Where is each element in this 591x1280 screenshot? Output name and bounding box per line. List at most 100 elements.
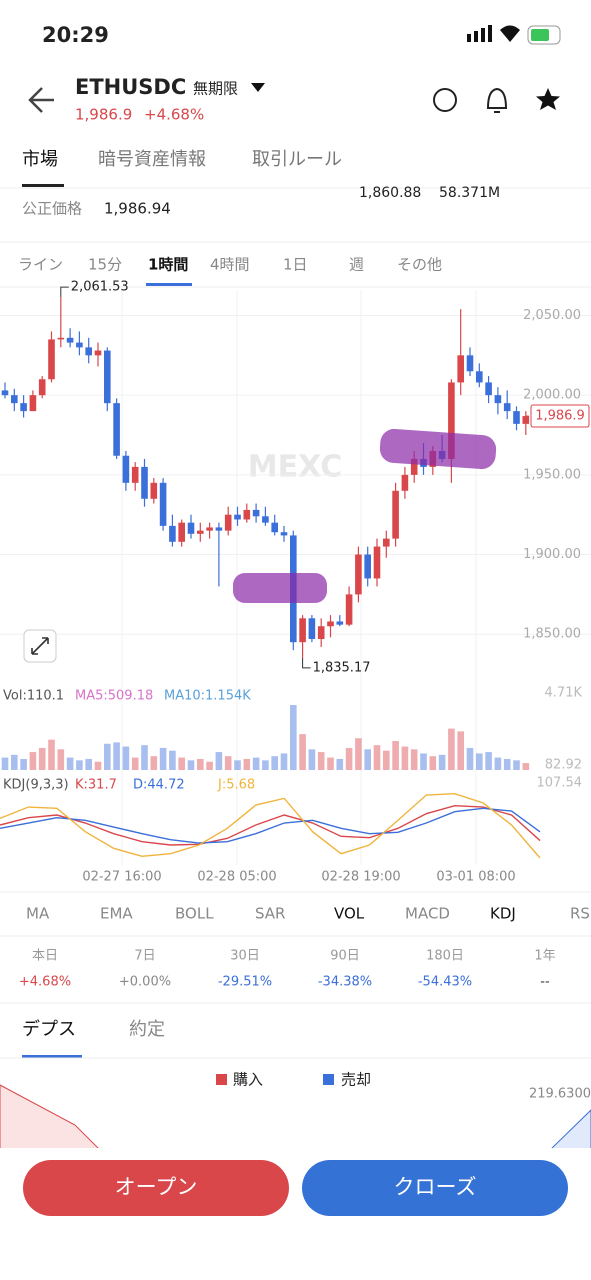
volume-bar (122, 746, 130, 770)
volume-bar (522, 763, 530, 770)
volume-bar (57, 749, 65, 770)
candle-body (448, 382, 455, 459)
timeframe[interactable]: 週 (349, 256, 364, 274)
volume-bar (327, 757, 334, 770)
candle-body (457, 355, 464, 383)
period-change: +4.68% (19, 975, 71, 990)
volume-bar (243, 758, 251, 770)
volume-bar (280, 753, 288, 770)
indicator-tab[interactable]: KDJ (490, 905, 516, 923)
volume-bar (271, 756, 278, 770)
indicator-tab[interactable]: BOLL (175, 905, 214, 923)
time: 20:29 (42, 23, 109, 47)
depth-tab[interactable]: 約定 (129, 1019, 165, 1040)
low-stat: 1,860.88 (359, 185, 421, 201)
candle-body (159, 482, 167, 526)
kdj-line (0, 792, 541, 859)
kdj-legend: K:31.7 (75, 778, 117, 793)
indicator-tab[interactable]: VOL (334, 905, 365, 923)
fair-price: 1,986.94 (104, 200, 171, 218)
close-button-label[interactable]: クローズ (394, 1175, 477, 1199)
candle-body (522, 416, 530, 424)
period-label: 1年 (534, 949, 555, 964)
volume-bar (448, 728, 455, 770)
back-button[interactable] (28, 87, 54, 113)
volume-bar (373, 745, 381, 770)
candle-body (1, 390, 9, 396)
candle-body (169, 525, 176, 542)
price: 1,986.9 (75, 106, 132, 124)
period-label: 7日 (134, 949, 155, 964)
close-button[interactable] (302, 1160, 568, 1216)
volume-bar (215, 752, 223, 770)
candle-body (66, 337, 74, 343)
volume-bar (262, 760, 269, 770)
candle-body (187, 522, 195, 534)
volume-bar (20, 758, 27, 770)
timeframe[interactable]: 1時間 (148, 256, 188, 274)
candle-body (48, 339, 55, 380)
kdj-line (0, 804, 541, 846)
indicator-tab[interactable]: SAR (255, 905, 285, 923)
indicator-tab[interactable]: MA (26, 905, 50, 923)
candle-body (466, 355, 474, 372)
indicator-tab[interactable]: MACD (405, 905, 450, 923)
timeframe[interactable]: 15分 (88, 256, 122, 274)
timeframe[interactable]: その他 (397, 256, 442, 274)
kdj-legend: D:44.72 (133, 778, 185, 793)
star-icon[interactable] (536, 88, 560, 110)
highlight-mark (233, 573, 327, 603)
timeframe[interactable]: 1日 (283, 256, 308, 274)
candle-body (485, 382, 492, 396)
tab[interactable]: 暗号資産情報 (98, 149, 206, 170)
timeframe[interactable]: 4時間 (210, 256, 250, 274)
share-icon[interactable] (433, 88, 457, 112)
y-tick-label: 2,050.00 (523, 308, 581, 323)
volume-bar (150, 756, 158, 770)
candle-body (57, 337, 65, 340)
indicator-tab[interactable]: RS (570, 905, 590, 923)
volume-bar (159, 747, 167, 770)
high-pointer (60, 286, 69, 298)
tab[interactable]: 市場 (22, 149, 58, 170)
last-price-tag (530, 404, 590, 428)
volume-bar (29, 752, 37, 770)
tab[interactable]: 取引ルール (252, 149, 342, 170)
candle-body (122, 455, 130, 483)
candle-body (383, 538, 390, 547)
x-tick-label: 02-28 05:00 (197, 870, 276, 885)
period-label: 90日 (330, 949, 360, 964)
candle-body (271, 522, 278, 533)
volume-bar (178, 757, 185, 770)
indicator-tab[interactable]: EMA (100, 905, 133, 923)
y-tick-label: 1,850.00 (523, 627, 581, 642)
candle-body (113, 403, 120, 456)
volume-bar (290, 705, 297, 770)
depth-sell-area (548, 1109, 591, 1151)
volume-bar (438, 754, 446, 770)
fair-price-label: 公正価格 (22, 200, 82, 218)
candle-body (29, 395, 37, 412)
contract-type[interactable]: 無期限 (193, 80, 238, 98)
volume-bar (113, 742, 120, 770)
candle-body (104, 350, 111, 404)
candle-body (76, 342, 83, 348)
volume-bar (503, 758, 511, 770)
symbol[interactable]: ETHUSDC (75, 75, 186, 99)
dropdown-arrow[interactable] (251, 83, 265, 92)
x-tick-label: 03-01 08:00 (436, 870, 515, 885)
bell-icon[interactable] (486, 87, 508, 113)
candle-body (513, 411, 520, 424)
timeframe[interactable]: ライン (18, 256, 63, 274)
depth-tab[interactable]: デプス (22, 1019, 76, 1040)
open-button-label[interactable]: オープン (115, 1175, 198, 1199)
low-label: 1,835.17 (313, 660, 371, 675)
period-label: 30日 (230, 949, 260, 964)
candle-body (317, 626, 325, 640)
open-button[interactable] (23, 1160, 289, 1216)
candle-body (206, 527, 213, 531)
volume-bar (169, 750, 176, 770)
volume-stat: 58.371M (439, 185, 500, 201)
candle-body (410, 458, 418, 475)
